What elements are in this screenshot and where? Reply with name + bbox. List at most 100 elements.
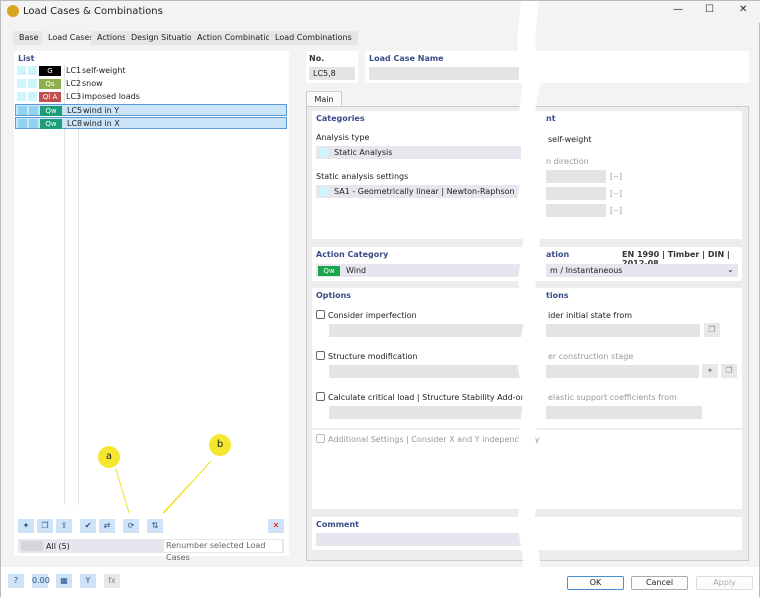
direction-x-field[interactable] xyxy=(546,170,606,183)
cancel-button[interactable]: Cancel xyxy=(631,576,688,590)
tab-base[interactable]: Base xyxy=(13,31,45,45)
right-top-header: nt xyxy=(546,114,556,123)
self-weight-label: self-weight xyxy=(548,135,592,144)
action-select[interactable]: Renumber selected Load Cases xyxy=(164,540,282,562)
critical-load-field xyxy=(329,406,524,419)
color-cell xyxy=(28,79,37,88)
edit-initial-state-icon[interactable]: ❐ xyxy=(704,323,720,337)
window-title: Load Cases & Combinations xyxy=(23,6,163,17)
category-badge: G xyxy=(39,66,61,76)
list-item[interactable]: G LC1 self-weight xyxy=(15,65,287,77)
list-header: List xyxy=(18,54,35,63)
list-item[interactable]: Qw LC5 wind in Y xyxy=(15,104,287,116)
critical-load-checkbox[interactable] xyxy=(316,392,325,401)
options-header: Options xyxy=(316,291,352,300)
imperfection-field xyxy=(329,324,524,337)
no-field[interactable]: LC5,8 xyxy=(309,67,355,80)
direction-y-field[interactable] xyxy=(546,187,606,200)
maximize-button[interactable]: ☐ xyxy=(705,4,714,15)
formula-icon[interactable]: fx xyxy=(104,574,120,588)
load-case-no: LC8 xyxy=(67,119,83,128)
analysis-type-label: Analysis type xyxy=(316,133,370,142)
modification-field xyxy=(329,365,524,378)
analysis-type-field[interactable]: Static Analysis xyxy=(316,146,521,159)
imperfection-checkbox[interactable] xyxy=(316,310,325,319)
list-item[interactable]: Ql A LC3 imposed loads xyxy=(15,91,287,103)
close-button[interactable]: ✕ xyxy=(739,4,748,15)
new-load-case-icon[interactable]: ✦ xyxy=(18,519,34,533)
tab-load-combinations[interactable]: Load Combinations xyxy=(269,31,358,45)
renumber-selected-icon[interactable]: ⇅ xyxy=(147,519,163,533)
critical-load-label: Calculate critical load | Structure Stab… xyxy=(328,393,526,402)
copy-icon[interactable]: ❐ xyxy=(37,519,53,533)
initial-state-label: ider initial state from xyxy=(548,311,633,320)
tab-actions[interactable]: Actions xyxy=(91,31,133,45)
load-case-name: wind in Y xyxy=(83,106,120,115)
duration-header: ation xyxy=(546,250,570,259)
filter-icon[interactable]: Y xyxy=(80,574,96,588)
name-field[interactable] xyxy=(369,67,519,80)
edit-stage-icon[interactable]: ❐ xyxy=(721,364,737,378)
callout-a: a xyxy=(98,446,120,468)
unit-x: [--] xyxy=(610,172,623,181)
action-category-field[interactable]: Wind xyxy=(316,264,526,277)
tab-design-situations[interactable]: Design Situations xyxy=(125,31,208,45)
imperfection-label: Consider imperfection xyxy=(328,311,417,320)
color-cell xyxy=(28,92,37,101)
no-panel: No. LC5,8 xyxy=(306,51,358,83)
units-icon[interactable]: 0.00 xyxy=(32,574,50,588)
category-badge: Qs xyxy=(39,79,61,89)
unit-z: [--] xyxy=(610,206,623,215)
color-cell xyxy=(17,66,26,75)
settings-field[interactable]: SA1 - Geometrically linear | Newton-Raph… xyxy=(316,185,521,198)
modification-label: Structure modification xyxy=(328,352,418,361)
tab-main[interactable]: Main xyxy=(306,91,342,107)
name-label: Load Case Name xyxy=(369,54,444,63)
norm-label: EN 1990 | Timber | DIN | 2012-08 xyxy=(622,250,730,268)
no-label: No. xyxy=(309,54,325,63)
color-cell xyxy=(17,79,26,88)
ok-button[interactable]: OK xyxy=(567,576,624,590)
tab-load-cases[interactable]: Load Cases xyxy=(42,31,100,45)
construction-stage-field xyxy=(546,365,699,378)
duration-select[interactable]: m / Instantaneous xyxy=(546,264,738,277)
options-right-header: tions xyxy=(546,291,569,300)
import-icon[interactable]: ⇪ xyxy=(56,519,72,533)
action-category-header: Action Category xyxy=(316,250,389,259)
additional-label: Additional Settings | Consider X and Y i… xyxy=(328,435,540,444)
load-case-name: imposed loads xyxy=(82,92,140,101)
comment-header: Comment xyxy=(316,520,359,529)
check-all-icon[interactable]: ✔ xyxy=(80,519,96,533)
colors-icon[interactable]: ▦ xyxy=(56,574,72,588)
callout-b: b xyxy=(209,434,231,456)
construction-stage-label: er construction stage xyxy=(548,352,634,361)
load-case-no: LC5 xyxy=(67,106,83,115)
additional-checkbox[interactable] xyxy=(316,434,325,443)
category-badge: Qw xyxy=(40,119,62,129)
help-icon[interactable]: ? xyxy=(8,574,24,588)
load-case-name: self-weight xyxy=(82,66,126,75)
modification-checkbox[interactable] xyxy=(316,351,325,360)
torn-gap xyxy=(517,1,541,598)
color-cell xyxy=(29,106,38,115)
direction-z-field[interactable] xyxy=(546,204,606,217)
category-badge: Qw xyxy=(40,106,62,116)
delete-icon[interactable]: ✕ xyxy=(268,519,284,533)
load-case-name: wind in X xyxy=(83,119,120,128)
tab-action-combinations[interactable]: Action Combinations xyxy=(191,31,286,45)
settings-label: Static analysis settings xyxy=(316,172,409,181)
minimize-button[interactable]: — xyxy=(673,4,683,15)
new-stage-icon[interactable]: ✦ xyxy=(702,364,718,378)
uncheck-icon[interactable]: ⇄ xyxy=(99,519,115,533)
filter-bar: All (5) Renumber selected Load Cases xyxy=(18,539,284,562)
list-item[interactable]: Qs LC2 snow xyxy=(15,78,287,90)
filter-all[interactable]: All (5) xyxy=(46,542,70,551)
renumber-icon[interactable]: ⟳ xyxy=(123,519,139,533)
wind-badge: Qw xyxy=(318,266,340,276)
list-item[interactable]: Qw LC8 wind in X xyxy=(15,117,287,129)
elastic-support-label: elastic support coefficients from xyxy=(548,393,677,402)
apply-button[interactable]: Apply xyxy=(696,576,753,590)
category-badge: Ql A xyxy=(39,92,61,102)
comment-field[interactable] xyxy=(316,533,526,546)
load-case-name: snow xyxy=(82,79,103,88)
